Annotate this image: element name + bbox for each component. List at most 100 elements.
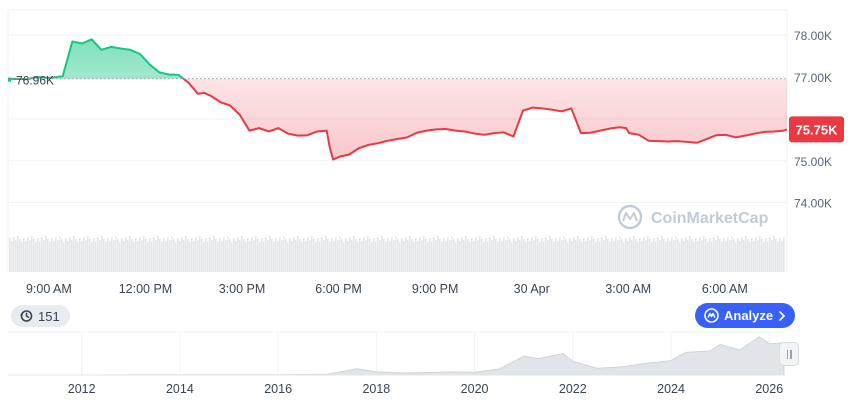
volume-bar xyxy=(221,241,223,272)
volume-bar xyxy=(617,240,619,272)
volume-bar xyxy=(237,237,239,272)
volume-bar xyxy=(385,242,387,272)
volume-bar xyxy=(111,237,113,272)
volume-bar xyxy=(549,236,551,272)
volume-bar xyxy=(611,238,613,272)
volume-bar xyxy=(751,238,753,272)
volume-bar xyxy=(187,239,189,272)
volume-bar xyxy=(601,237,603,272)
volume-bar xyxy=(87,236,89,272)
volume-bar xyxy=(415,238,417,272)
volume-bar xyxy=(667,238,669,272)
range-brush[interactable]: 2012 2014 2016 2018 2020 2022 2024 2026 xyxy=(8,331,785,396)
volume-bar xyxy=(741,237,743,272)
volume-bar xyxy=(433,237,435,272)
volume-bar xyxy=(321,237,323,272)
volume-bar xyxy=(419,237,421,272)
volume-bar xyxy=(243,239,245,272)
volume-bar xyxy=(583,238,585,272)
volume-bar xyxy=(657,237,659,272)
volume-bar xyxy=(661,236,663,272)
volume-bar xyxy=(621,239,623,272)
volume-bar xyxy=(285,239,287,272)
volume-bar xyxy=(197,240,199,272)
volume-bar xyxy=(169,240,171,272)
volume-bar xyxy=(137,241,139,272)
volume-bar xyxy=(769,237,771,272)
volume-bar xyxy=(773,236,775,272)
volume-bar xyxy=(487,241,489,272)
volume-bar xyxy=(63,242,65,272)
volume-bar xyxy=(765,238,767,272)
volume-bar xyxy=(131,239,133,272)
watermark-text: CoinMarketCap xyxy=(651,210,769,227)
volume-bar xyxy=(523,239,525,272)
volume-bar xyxy=(203,242,205,272)
volume-bar xyxy=(155,240,157,272)
volume-bar xyxy=(425,239,427,272)
volume-bar xyxy=(653,238,655,272)
volume-bar xyxy=(703,236,705,272)
volume-bar xyxy=(293,237,295,272)
volume-bar xyxy=(39,241,41,272)
volume-bar xyxy=(257,239,259,272)
volume-bar xyxy=(387,238,389,272)
volume-bar xyxy=(461,237,463,272)
volume-bar xyxy=(73,236,75,272)
volume-bar xyxy=(735,242,737,272)
volume-bar xyxy=(251,237,253,272)
volume-bar xyxy=(369,239,371,272)
volume-bar xyxy=(701,240,703,272)
volume-bar xyxy=(779,238,781,272)
volume-bar xyxy=(339,236,341,272)
volume-bar xyxy=(455,242,457,272)
volume-bar xyxy=(301,242,303,272)
volume-bar xyxy=(133,242,135,272)
volume-bar xyxy=(55,237,57,272)
volume-bar xyxy=(157,236,159,272)
volume-bar xyxy=(509,239,511,272)
volume-bar xyxy=(501,241,503,272)
volume-bar xyxy=(349,237,351,272)
volume-bar xyxy=(623,242,625,272)
volume-bar xyxy=(783,237,785,272)
volume-bar xyxy=(85,240,87,272)
brush-x-tick-label: 2016 xyxy=(264,382,292,396)
volume-bar xyxy=(417,241,419,272)
volume-bar xyxy=(363,237,365,272)
volume-bar xyxy=(609,242,611,272)
volume-bar xyxy=(403,241,405,272)
volume-bar xyxy=(579,239,581,272)
volume-bar xyxy=(681,238,683,272)
volume-bar xyxy=(407,240,409,272)
volume-bar xyxy=(135,238,137,272)
volume-bar xyxy=(685,237,687,272)
volume-bar xyxy=(763,242,765,272)
volume-bar xyxy=(453,239,455,272)
volume-bar xyxy=(345,238,347,272)
volume-bar xyxy=(273,242,275,272)
volume-bar xyxy=(167,237,169,272)
x-tick-label: 3:00 AM xyxy=(605,282,651,296)
volume-bar xyxy=(67,241,69,272)
volume-bar xyxy=(581,242,583,272)
volume-bar xyxy=(543,241,545,272)
volume-bar xyxy=(191,238,193,272)
brush-x-tick-label: 2020 xyxy=(461,382,489,396)
volume-bar xyxy=(153,237,155,272)
volume-bar xyxy=(401,238,403,272)
volume-bar xyxy=(275,238,277,272)
volume-bar xyxy=(103,239,105,272)
volume-bar xyxy=(65,238,67,272)
analyze-button[interactable]: Analyze xyxy=(695,303,796,328)
volume-bar xyxy=(677,239,679,272)
volume-bar xyxy=(69,237,71,272)
volume-bar xyxy=(475,237,477,272)
volume-bar xyxy=(277,241,279,272)
volume-bar xyxy=(511,242,513,272)
brush-drag-handle[interactable] xyxy=(779,342,799,366)
volume-bar xyxy=(107,238,109,272)
history-badge[interactable]: 151 xyxy=(11,305,70,327)
volume-bar xyxy=(259,242,261,272)
